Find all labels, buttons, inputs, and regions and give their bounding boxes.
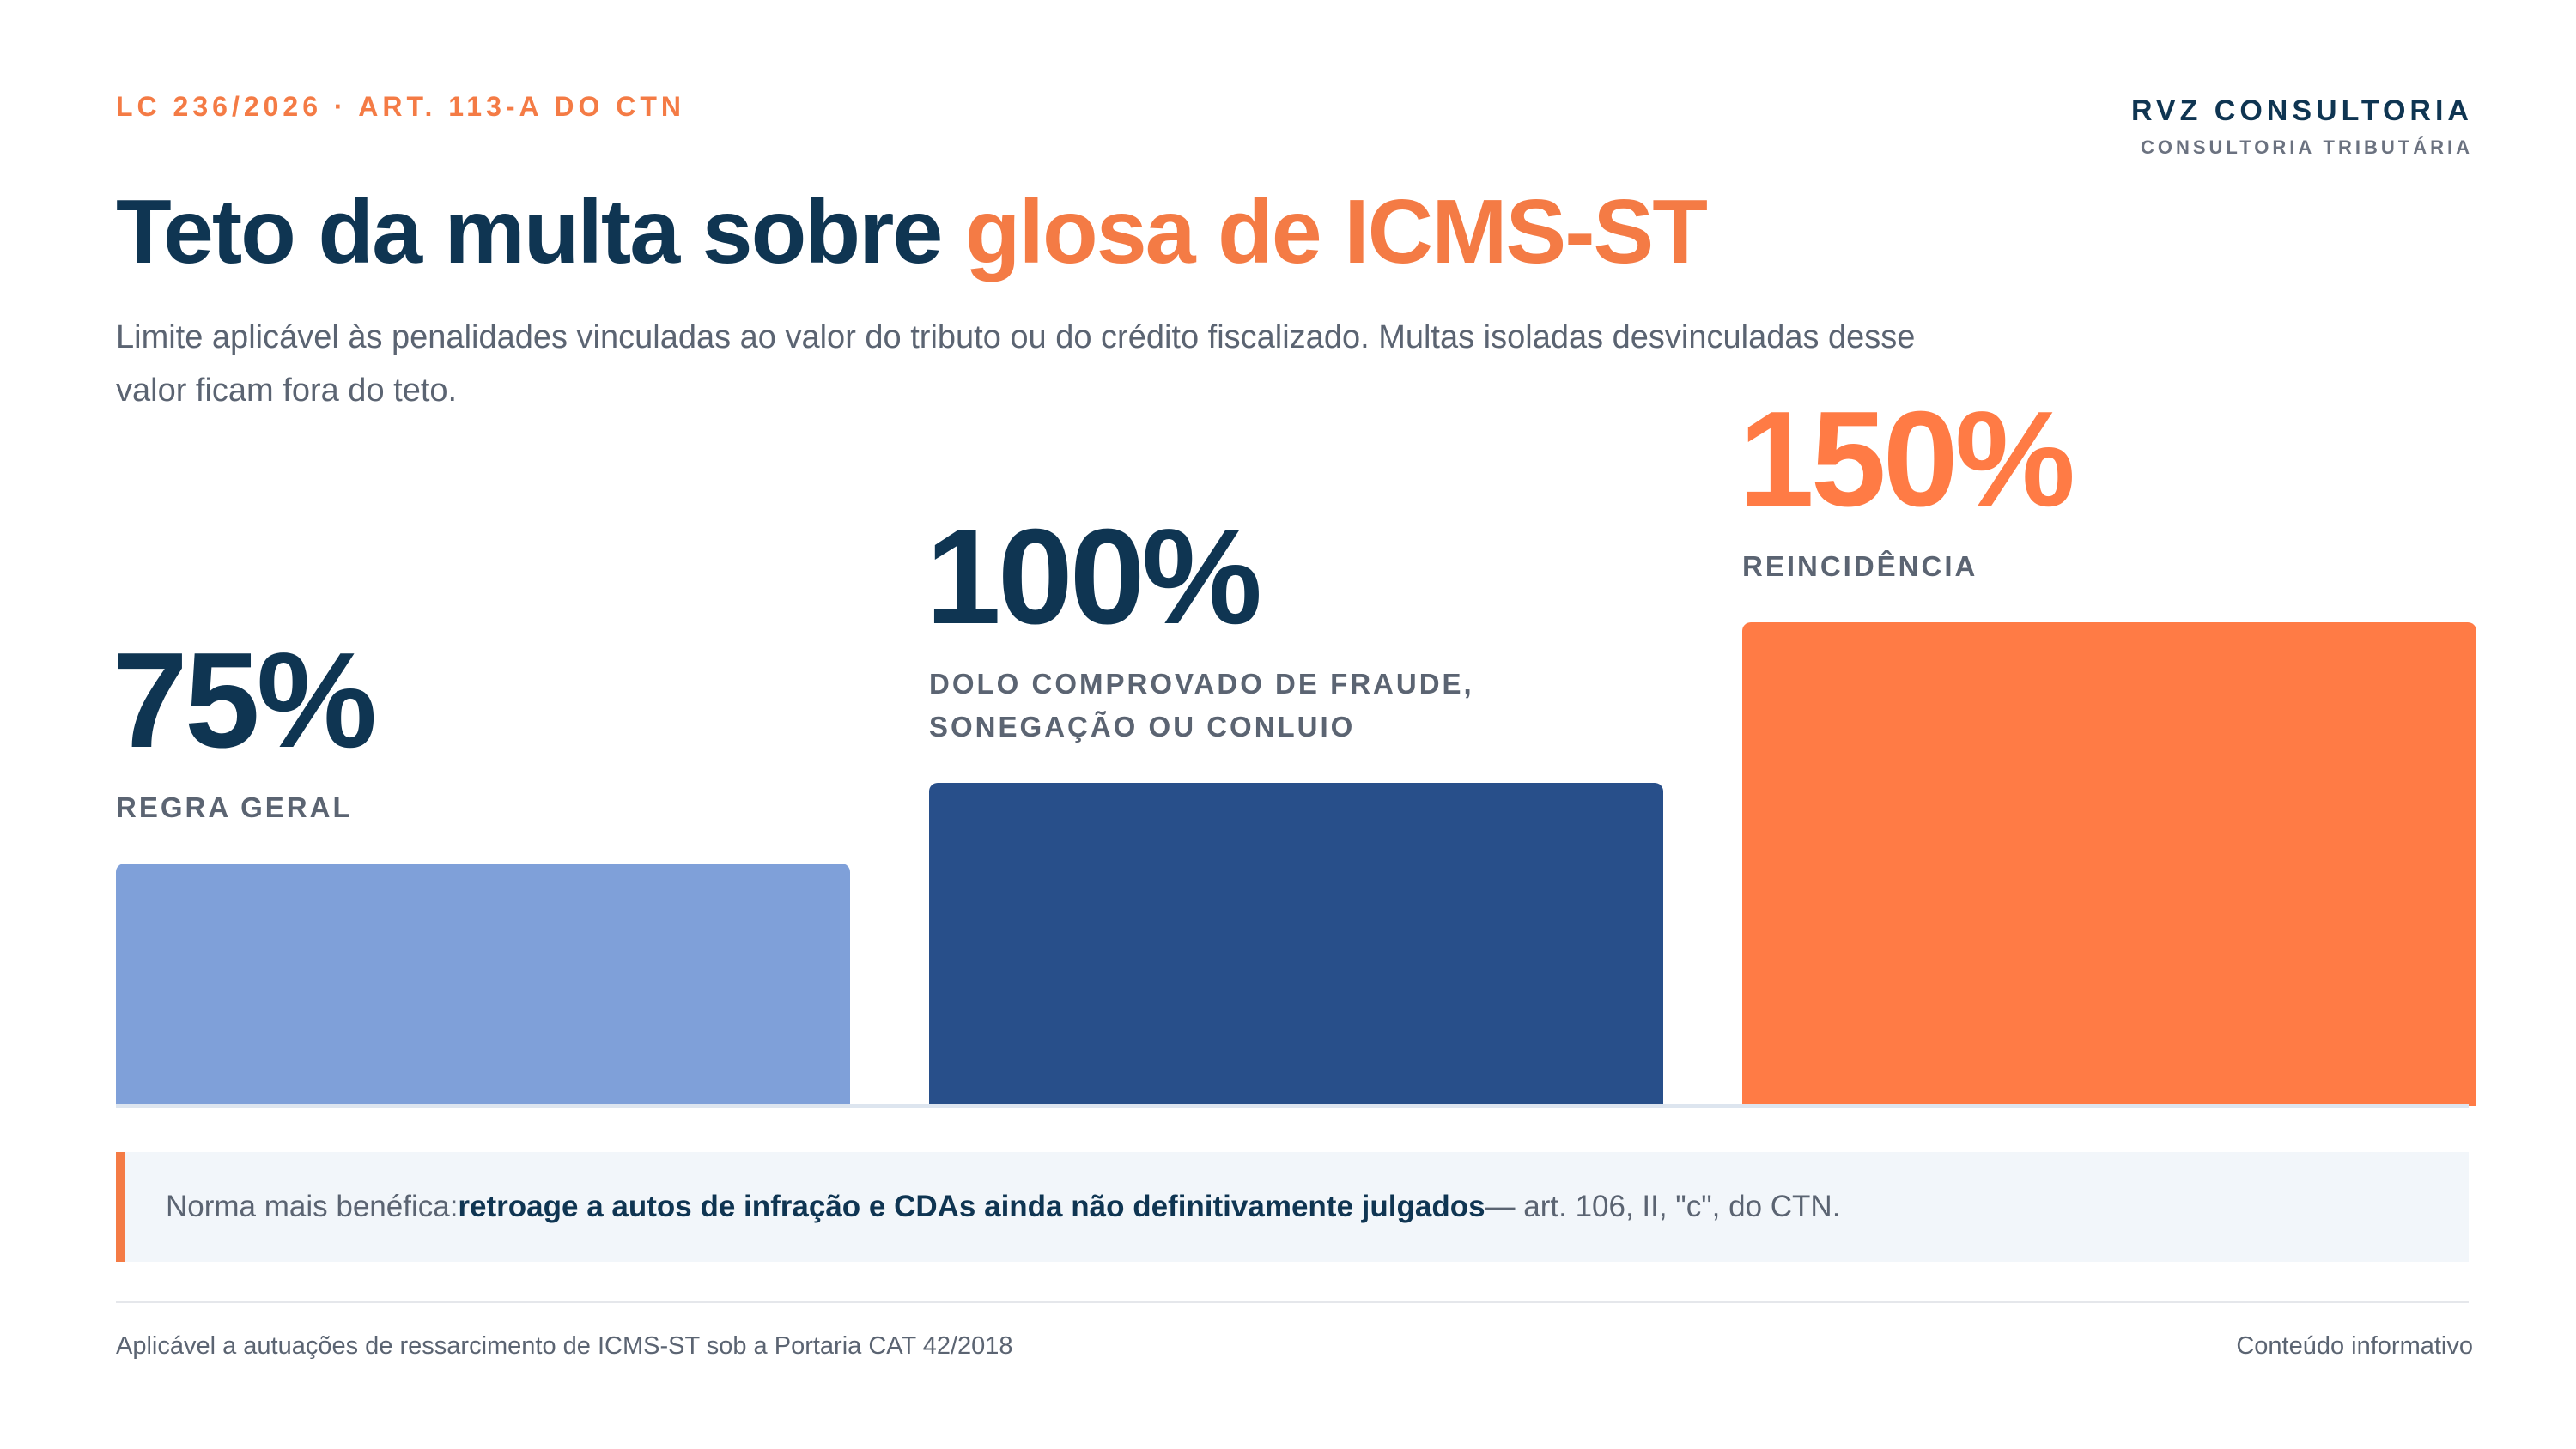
bar-1 [116,864,850,1106]
bar-value-label-2: 100% [926,501,1262,653]
brand-block: RVZ CONSULTORIA CONSULTORIA TRIBUTÁRIA [2131,94,2473,159]
chart-baseline [116,1104,2469,1108]
page-subtitle: Limite aplicável às penalidades vinculad… [116,319,1916,409]
bar-3 [1742,621,2476,1106]
bar-value-label-1: 75% [112,625,377,776]
footer-right: Conteúdo informativo [2236,1332,2473,1360]
bar-2 [929,783,1663,1106]
bar-category-label-3: REINCIDÊNCIA [1742,549,1978,582]
note-emphasis: retroage a autos de infração e CDAs aind… [458,1190,1485,1223]
footer-divider [116,1301,2469,1303]
bar-value-label-3: 150% [1739,383,2075,535]
brand-tagline: CONSULTORIA TRIBUTÁRIA [2140,136,2473,158]
bar-category-label-1: REGRA GERAL [116,791,353,823]
note-suffix: — art. 106, II, "c", do CTN. [1485,1190,1841,1223]
eyebrow-reference: LC 236/2026 · ART. 113-A DO CTN [116,91,686,122]
bar-category-label-2: DOLO COMPROVADO DE FRAUDE, SONEGAÇÃO OU … [929,668,1474,743]
note-prefix: Norma mais benéfica: [166,1190,459,1223]
page-title: Teto da multa sobre glosa de ICMS-ST [116,180,1708,284]
title-main: Teto da multa sobre [116,181,965,282]
brand-name: RVZ CONSULTORIA [2130,94,2473,127]
callout-note: Norma mais benéfica: retroage a autos de… [116,1152,2469,1262]
footer-left: Aplicável a autuações de ressarcimento d… [116,1332,1013,1360]
title-highlight: glosa de ICMS-ST [964,181,1708,282]
